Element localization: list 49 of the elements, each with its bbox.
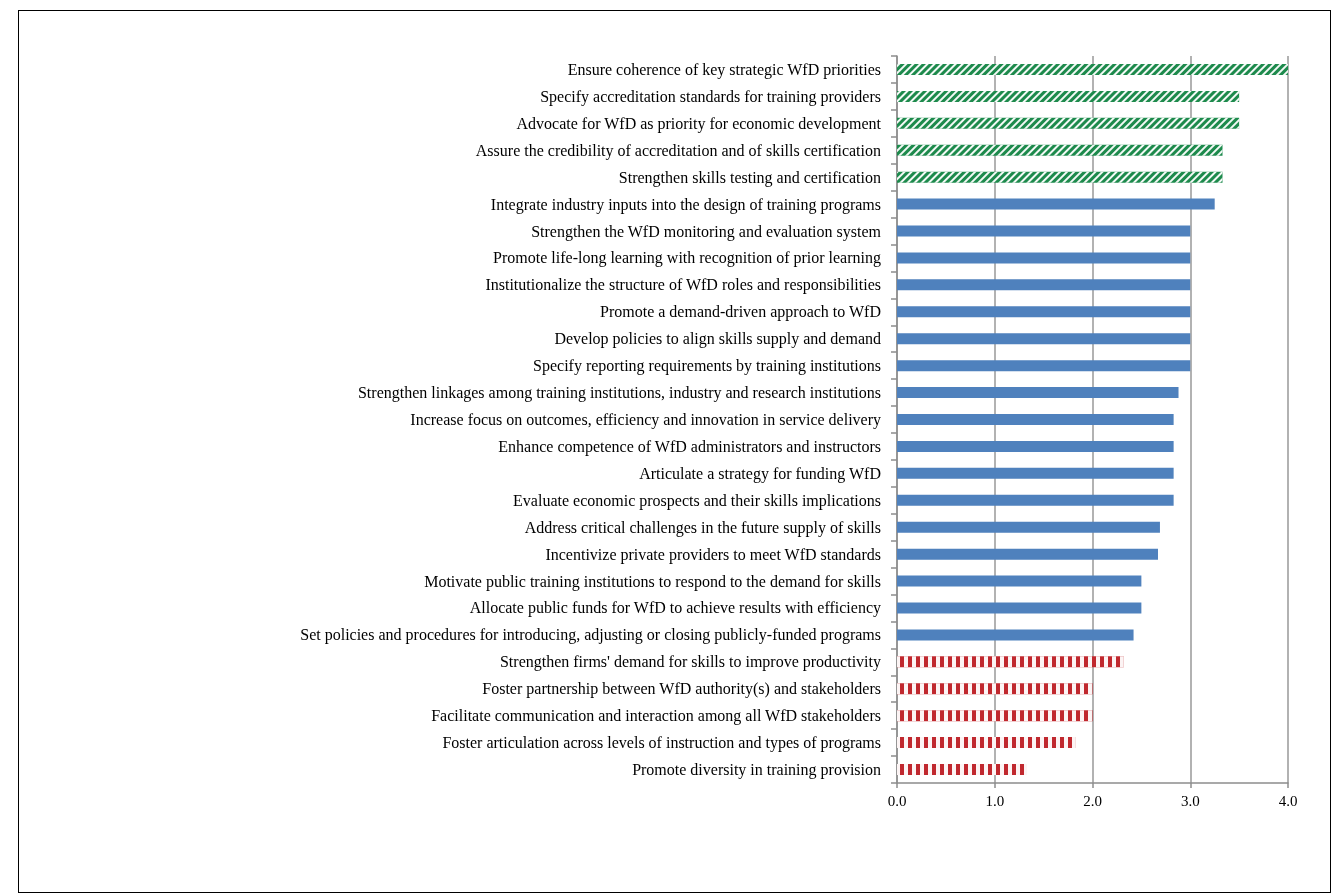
bar (897, 575, 1142, 587)
y-tick-label: Facilitate communication and interaction among all WfD stakeholders (431, 707, 881, 726)
bar (897, 306, 1191, 318)
bar (897, 629, 1134, 641)
y-tick-label: Ensure coherence of key strategic WfD priorities (567, 60, 881, 79)
bar (897, 252, 1191, 264)
y-tick-label: Specify reporting requirements by training institutions (533, 357, 881, 376)
x-tick-label: 3.0 (1180, 792, 1200, 809)
y-tick-label: Strengthen firms' demand for skills to improve productivity (499, 653, 881, 672)
y-tick-label: Integrate industry inputs into the design of training programs (490, 195, 881, 214)
bar (897, 467, 1174, 479)
y-tick-label: Strengthen the WfD monitoring and evaluation system (531, 222, 882, 241)
y-tick-label: Motivate public training institutions to respond to the demand for skills (424, 572, 881, 591)
bar (897, 521, 1160, 533)
y-tick-label: Allocate public funds for WfD to achieve results with efficiency (469, 599, 881, 618)
y-tick-label: Develop policies to align skills supply and demand (554, 330, 881, 349)
bar (897, 494, 1174, 506)
x-tick-label: 2.0 (1083, 792, 1102, 809)
y-tick-label: Promote diversity in training provision (632, 761, 881, 780)
y-tick-label: Address critical challenges in the future supply of skills (524, 518, 881, 537)
bar (897, 333, 1191, 345)
y-tick-label: Promote a demand-driven approach to WfD (600, 303, 881, 322)
bar (897, 198, 1215, 210)
bar (897, 602, 1142, 614)
bar (897, 279, 1191, 291)
y-tick-label: Advocate for WfD as priority for economic development (516, 114, 882, 133)
x-tick-label: 1.0 (985, 792, 1005, 809)
y-tick-label: Evaluate economic prospects and their skills implications (513, 491, 881, 510)
y-tick-label: Increase focus on outcomes, efficiency and innovation in service delivery (410, 411, 881, 429)
y-tick-label: Strengthen skills testing and certification (618, 168, 881, 187)
y-tick-label: Promote life-long learning with recognition of prior learning (493, 249, 881, 268)
bar (897, 360, 1191, 372)
y-tick-label: Strengthen linkages among training institutions, industry and research institutions (357, 384, 881, 403)
bar (897, 548, 1158, 560)
y-tick-label: Incentivize private providers to meet WfD standards (545, 545, 881, 564)
bar (897, 440, 1174, 452)
y-tick-label: Specify accreditation standards for training providers (540, 87, 881, 106)
y-tick-label: Assure the credibility of accreditation and of skills certification (475, 141, 881, 160)
bar (897, 225, 1191, 237)
x-tick-label: 0.0 (887, 792, 907, 809)
y-tick-label: Institutionalize the structure of WfD roles and responsibilities (485, 276, 881, 295)
y-tick-label: Enhance competence of WfD administrators and instructors (498, 437, 881, 456)
y-tick-label: Set policies and procedures for introducing, adjusting or closing publicly-funded programs (300, 626, 881, 645)
y-tick-label: Foster articulation across levels of instruction and types of programs (442, 734, 881, 753)
bar (897, 387, 1179, 399)
x-tick-label: 4.0 (1278, 792, 1298, 809)
y-tick-label: Foster partnership between WfD authority(s) and stakeholders (482, 680, 881, 699)
bar (897, 414, 1174, 425)
y-tick-label: Articulate a strategy for funding WfD (639, 464, 881, 483)
